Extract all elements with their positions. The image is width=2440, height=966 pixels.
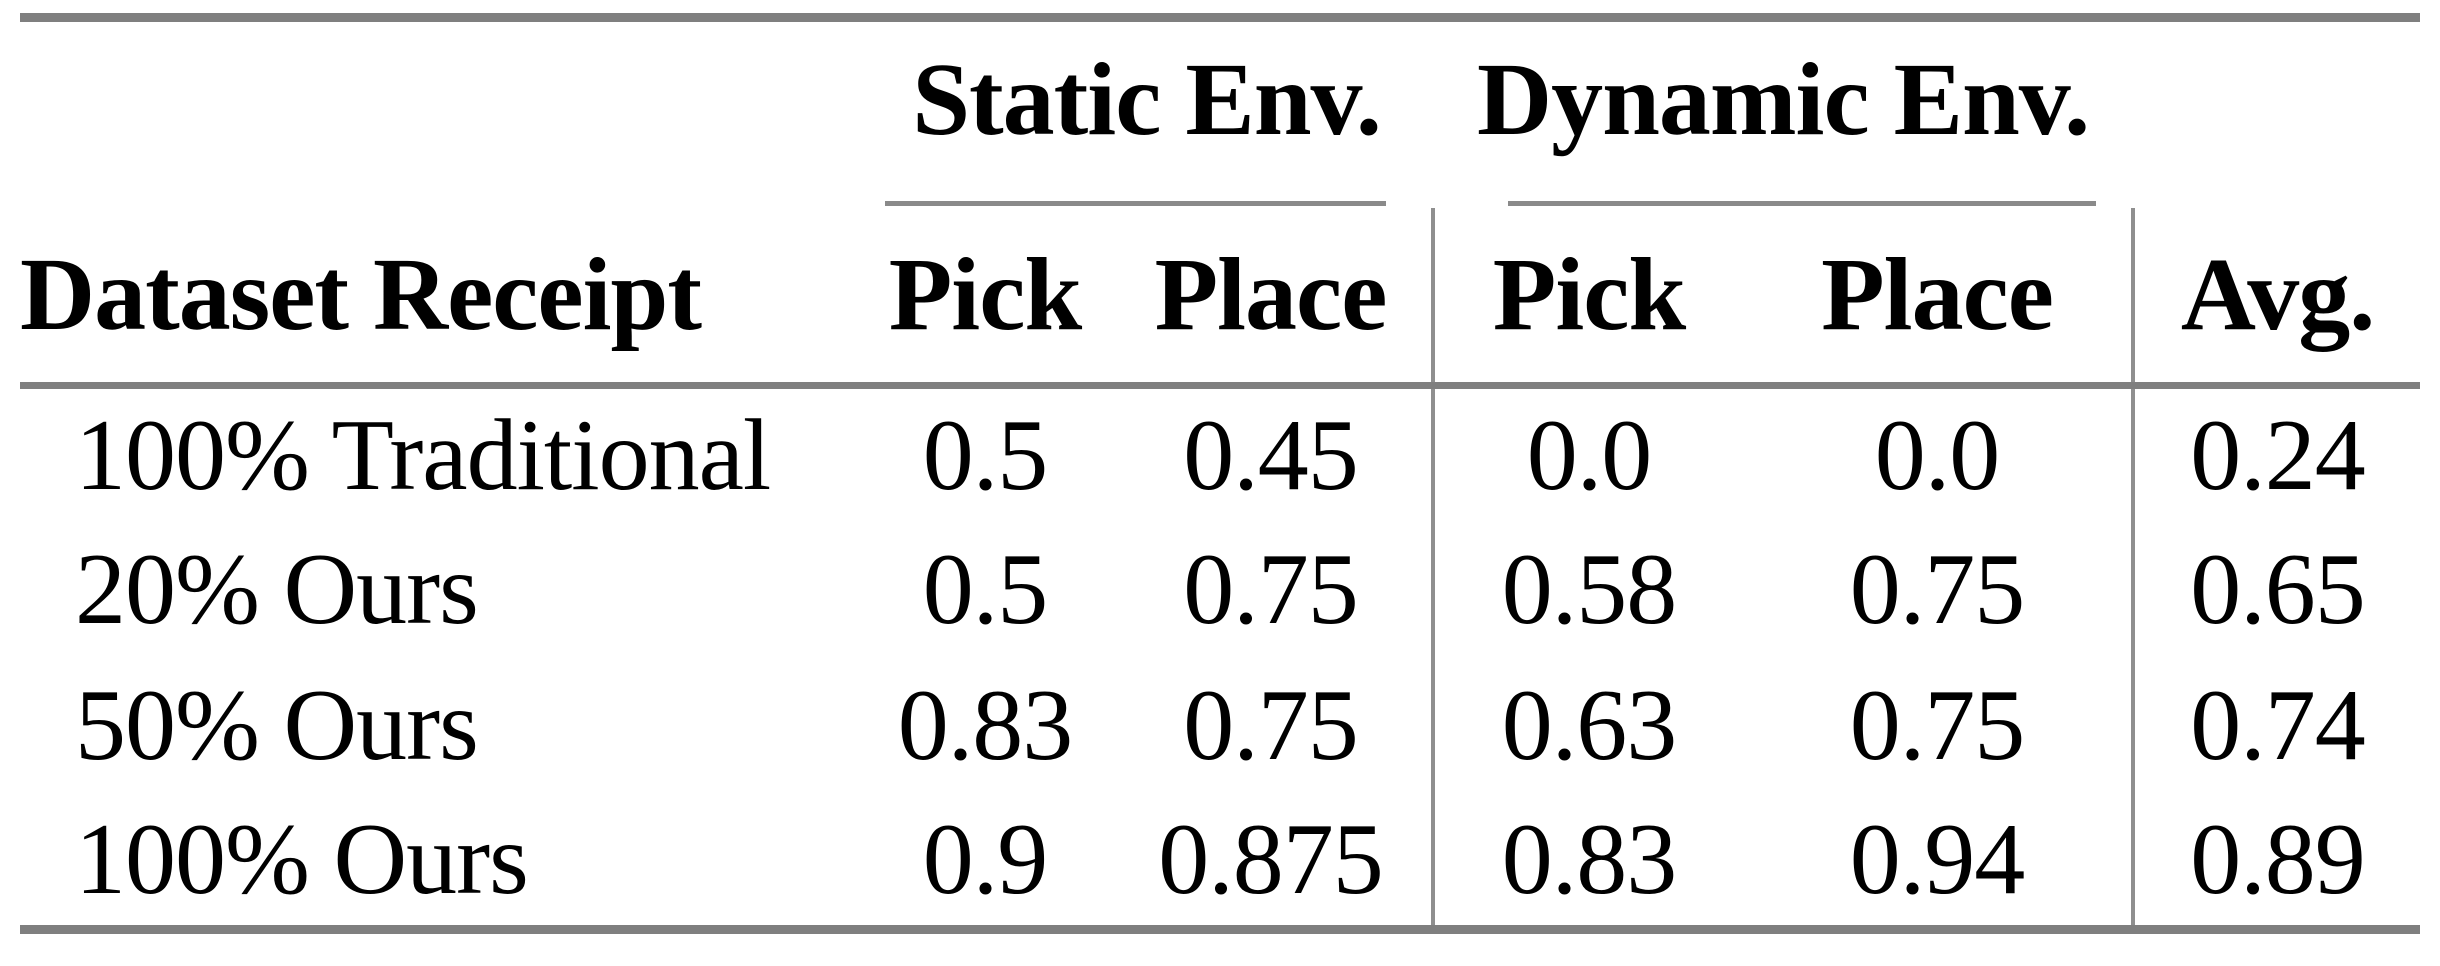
table-row-20pct-ours: 20% Ours 0.5 0.75 0.58 0.75 0.65	[20, 521, 2421, 658]
column-group-row: Static Env. Dynamic Env.	[20, 18, 2420, 208]
cell-dynamic-place: 0.0	[1874, 398, 2001, 512]
col-header-avg: Avg.	[2131, 207, 2421, 389]
table-row-50pct-ours: 50% Ours 0.83 0.75 0.63 0.75 0.74	[20, 657, 2421, 794]
cell-dynamic-place: 0.75	[1849, 533, 2026, 646]
cell-avg: 0.24	[2131, 385, 2421, 522]
static-env-underline-rule	[885, 200, 1387, 206]
cell-static-pick: 0.5	[922, 533, 1049, 646]
col-header-dynamic-pick: Pick	[1431, 207, 1744, 389]
col-header-dataset-receipt: Dataset Receipt	[20, 207, 860, 389]
cell-dynamic-pick: 0.63	[1431, 657, 1744, 794]
cell-dynamic-place: 0.75	[1849, 669, 2026, 782]
column-header-row: Dataset Receipt Pick Place Pick Place Av…	[20, 207, 2421, 389]
cell-dynamic-place: 0.94	[1849, 802, 2026, 916]
cell-static-place: 0.75	[1183, 669, 1359, 782]
cell-static-pick: 0.5	[922, 398, 1049, 512]
dynamic-env-label: Dynamic Env.	[1476, 41, 2090, 157]
cell-static-place: 0.875	[1158, 802, 1384, 916]
table-row-100pct-ours: 100% Ours 0.9 0.875 0.83 0.94 0.89	[20, 793, 2421, 930]
col-header-dynamic-place: Place	[1743, 207, 2134, 389]
cell-avg: 0.65	[2131, 521, 2421, 658]
dynamic-env-underline-rule	[1508, 200, 2097, 206]
column-group-static-env: Static Env.	[860, 18, 1433, 208]
cell-dynamic-pick: 0.83	[1431, 793, 1744, 930]
cell-dynamic-pick: 0.0	[1431, 385, 1744, 522]
col-header-static-place: Place	[1110, 207, 1434, 389]
cell-dynamic-pick: 0.58	[1431, 521, 1744, 658]
cell-static-place: 0.45	[1183, 398, 1359, 512]
cell-static-place: 0.75	[1183, 533, 1359, 646]
static-env-label: Static Env.	[912, 41, 1382, 157]
row-label: 20% Ours	[75, 533, 479, 646]
row-label: 100% Traditional	[75, 398, 771, 512]
results-table: Static Env. Dynamic Env. Dataset Receipt…	[20, 13, 2421, 934]
cell-avg: 0.89	[2131, 793, 2421, 930]
cell-avg: 0.74	[2131, 657, 2421, 794]
row-label: 50% Ours	[75, 669, 479, 782]
row-label: 100% Ours	[75, 802, 529, 916]
table-row-100pct-traditional: 100% Traditional 0.5 0.45 0.0 0.0 0.24	[20, 385, 2421, 522]
cell-static-pick: 0.83	[897, 669, 1074, 782]
column-group-dynamic-env: Dynamic Env.	[1433, 18, 2133, 208]
col-header-static-pick: Pick	[860, 207, 1110, 389]
group-spacer-left	[20, 18, 860, 208]
group-spacer-right	[2133, 18, 2420, 208]
cell-static-pick: 0.9	[922, 802, 1049, 916]
